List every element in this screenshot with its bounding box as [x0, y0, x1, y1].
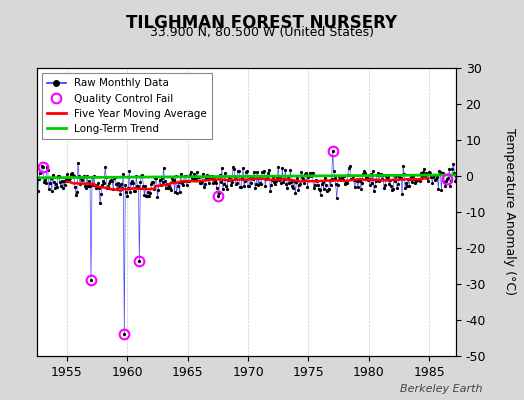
Text: Berkeley Earth: Berkeley Earth	[400, 384, 482, 394]
Text: TILGHMAN FOREST NURSERY: TILGHMAN FOREST NURSERY	[126, 14, 398, 32]
Text: 33.900 N, 80.500 W (United States): 33.900 N, 80.500 W (United States)	[150, 26, 374, 39]
Y-axis label: Temperature Anomaly (°C): Temperature Anomaly (°C)	[503, 128, 516, 296]
Legend: Raw Monthly Data, Quality Control Fail, Five Year Moving Average, Long-Term Tren: Raw Monthly Data, Quality Control Fail, …	[42, 73, 212, 139]
